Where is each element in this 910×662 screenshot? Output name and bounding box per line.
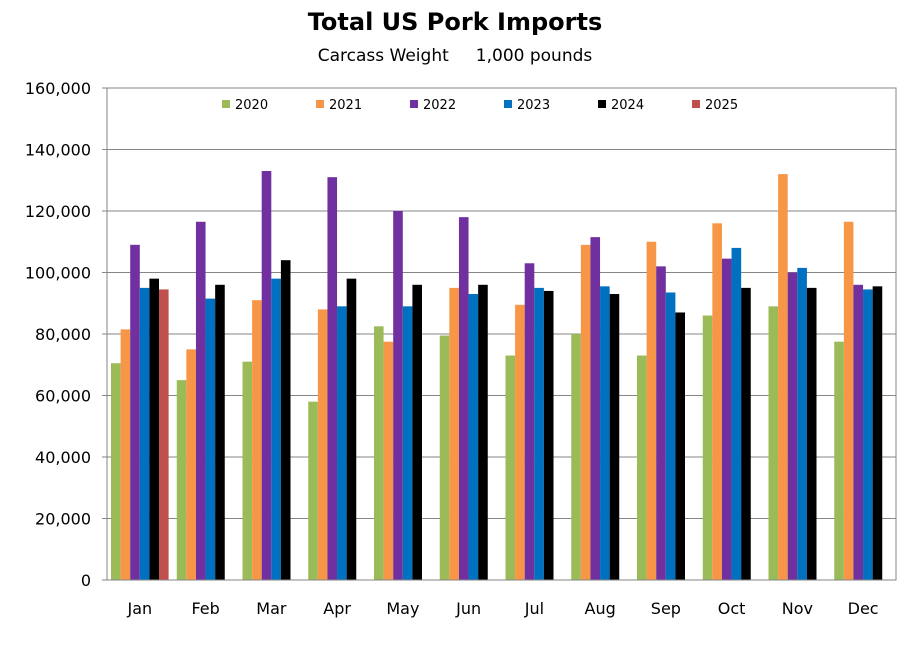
bar-2021-sep <box>646 241 657 580</box>
x-tick-label: Aug <box>585 599 616 618</box>
bar-2024-apr <box>346 278 357 580</box>
x-tick-label: Feb <box>191 599 219 618</box>
bar-2023-oct <box>731 247 742 580</box>
bar-2022-apr <box>327 177 338 581</box>
y-tick-label: 120,000 <box>25 202 91 221</box>
y-tick-label: 60,000 <box>35 387 91 406</box>
bar-2023-may <box>402 306 413 580</box>
legend-swatch-2023 <box>504 100 512 108</box>
legend-swatch-2021 <box>316 100 324 108</box>
bar-2022-jul <box>524 263 535 580</box>
bar-2024-nov <box>806 287 817 580</box>
bar-2024-mar <box>280 260 291 580</box>
x-tick-label: Jan <box>127 599 153 618</box>
bar-2021-apr <box>317 309 328 580</box>
bar-2020-jun <box>439 335 450 580</box>
x-tick-label: Mar <box>256 599 287 618</box>
x-tick-label: Apr <box>323 599 351 618</box>
x-tick-label: Jun <box>455 599 481 618</box>
bar-2024-feb <box>215 284 225 580</box>
bar-2023-dec <box>863 289 873 580</box>
bar-2021-feb <box>186 349 196 580</box>
bar-2023-mar <box>271 278 281 580</box>
bar-2021-nov <box>778 174 788 580</box>
bar-2020-oct <box>702 315 713 580</box>
bar-2025-jan <box>159 289 169 580</box>
x-tick-label: May <box>386 599 419 618</box>
y-tick-label: 160,000 <box>25 79 91 98</box>
bar-2022-sep <box>656 266 666 580</box>
bar-2021-oct <box>712 223 722 581</box>
bar-2024-jul <box>543 290 554 580</box>
bar-2020-mar <box>242 361 253 580</box>
bar-2023-sep <box>665 292 676 580</box>
bar-2020-jul <box>505 355 516 580</box>
bar-2020-apr <box>308 401 318 580</box>
bar-2022-dec <box>853 284 864 580</box>
bar-2021-may <box>383 341 394 580</box>
bar-2021-jan <box>120 329 131 580</box>
bar-2020-feb <box>176 380 187 580</box>
legend-label-2022: 2022 <box>423 98 456 113</box>
bar-2023-jun <box>468 294 479 580</box>
x-tick-label: Nov <box>782 599 813 618</box>
bar-2023-apr <box>337 306 347 580</box>
bar-2022-may <box>393 211 403 580</box>
y-tick-label: 100,000 <box>25 264 91 283</box>
bar-2024-jun <box>478 284 488 580</box>
bar-2021-mar <box>252 300 262 580</box>
bar-2021-jun <box>449 287 459 580</box>
x-tick-label: Dec <box>848 599 879 618</box>
bar-2024-may <box>412 284 422 580</box>
bar-2021-dec <box>843 221 854 580</box>
bar-2020-nov <box>768 306 779 580</box>
bar-2023-jul <box>534 287 544 580</box>
bar-2022-aug <box>590 237 601 580</box>
bar-2020-dec <box>834 341 844 580</box>
bar-2023-nov <box>797 267 807 580</box>
bar-2020-aug <box>571 334 581 580</box>
chart-subtitle: Carcass Weight 1,000 pounds <box>317 46 593 66</box>
bar-2023-aug <box>600 286 610 580</box>
bar-2023-jan <box>139 287 150 580</box>
bar-2020-may <box>374 326 384 580</box>
legend-label-2021: 2021 <box>329 98 362 113</box>
legend-label-2023: 2023 <box>517 98 550 113</box>
bar-2022-feb <box>195 221 206 580</box>
bar-2022-oct <box>721 258 732 580</box>
legend-label-2024: 2024 <box>611 98 644 113</box>
chart-title: Total US Pork Imports <box>307 8 603 36</box>
x-tick-label: Oct <box>718 599 746 618</box>
legend-label-2020: 2020 <box>235 98 268 113</box>
bar-2024-sep <box>675 312 685 580</box>
y-tick-label: 40,000 <box>35 448 91 467</box>
y-tick-label: 140,000 <box>25 141 91 160</box>
bar-2020-jan <box>111 363 121 580</box>
y-tick-label: 20,000 <box>35 510 91 529</box>
bar-2022-jun <box>458 217 469 580</box>
bar-2022-mar <box>261 171 272 580</box>
bar-2020-sep <box>637 355 647 580</box>
bar-2021-jul <box>515 304 525 580</box>
bar-2021-aug <box>580 244 591 580</box>
x-tick-label: Sep <box>651 599 681 618</box>
legend-label-2025: 2025 <box>705 98 738 113</box>
legend-swatch-2020 <box>222 100 230 108</box>
bar-2022-jan <box>130 244 140 580</box>
bar-2023-feb <box>205 298 216 580</box>
bar-2024-oct <box>741 287 751 580</box>
bar-2024-aug <box>609 294 620 580</box>
legend-swatch-2024 <box>598 100 606 108</box>
bar-2024-dec <box>872 286 883 580</box>
x-tick-label: Jul <box>524 599 544 618</box>
y-tick-label: 0 <box>81 571 91 590</box>
bar-2022-nov <box>787 272 798 580</box>
legend-swatch-2022 <box>410 100 418 108</box>
bar-2024-jan <box>149 278 159 580</box>
y-tick-label: 80,000 <box>35 325 91 344</box>
legend-swatch-2025 <box>692 100 700 108</box>
